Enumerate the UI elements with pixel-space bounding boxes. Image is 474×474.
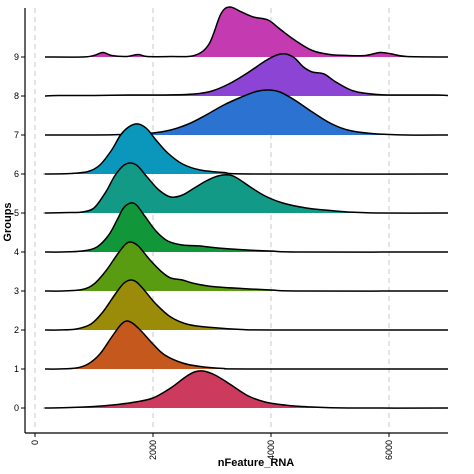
axes	[24, 8, 448, 434]
ridge-group-8	[44, 53, 449, 97]
ridge-group-0	[43, 370, 449, 409]
x-axis-title: nFeature_RNA	[218, 457, 294, 469]
ridge-outline-3	[44, 241, 449, 292]
y-tick-label: 0	[14, 403, 19, 413]
ridge-group-9	[44, 6, 449, 58]
ridge-group-2	[44, 279, 449, 331]
y-tick-label: 8	[14, 91, 19, 101]
y-tick-label: 6	[14, 169, 19, 179]
y-tick-label: 9	[14, 52, 19, 62]
y-tick-label: 5	[14, 208, 19, 218]
x-tick-label: 2000	[148, 440, 158, 460]
ridge-fill-9	[45, 6, 448, 58]
y-tick-label: 3	[14, 286, 19, 296]
ridge-fill-0	[44, 370, 449, 409]
ridge-outline-1	[44, 320, 449, 370]
ridge-fill-6	[44, 123, 449, 175]
x-ticks: 0 2000 4000 6000	[30, 433, 394, 460]
y-tick-label: 7	[14, 130, 19, 140]
ridge-outline-0	[43, 370, 449, 409]
y-tick-label: 4	[14, 247, 19, 257]
ridge-group-6	[43, 123, 449, 175]
ridges	[43, 6, 449, 409]
ridge-outline-6	[43, 123, 449, 175]
ridge-fill-1	[45, 320, 448, 370]
ridge-group-7	[44, 89, 449, 136]
ridge-group-4	[44, 202, 449, 253]
x-tick-label: 0	[30, 440, 40, 445]
y-tick-label: 2	[14, 325, 19, 335]
ridge-fill-8	[45, 53, 448, 96]
y-tick-label: 1	[14, 364, 19, 374]
ridge-fill-4	[45, 202, 448, 253]
ridge-outline-5	[43, 162, 449, 214]
ridge-outline-4	[44, 202, 449, 253]
ridge-outline-8	[44, 53, 449, 97]
ridge-group-5	[43, 162, 449, 214]
ridge-outline-9	[44, 6, 449, 58]
ridge-outline-7	[44, 89, 449, 136]
x-tick-label: 6000	[384, 440, 394, 460]
y-axis-title: Groups	[2, 202, 14, 241]
grid-lines	[34, 8, 390, 428]
ridge-group-1	[44, 320, 449, 370]
ridge-group-3	[44, 241, 449, 292]
y-ticks: 0 1 2 3 4 5 6 7 8 9	[14, 52, 25, 413]
ridge-fill-3	[45, 241, 448, 292]
ridge-outline-2	[44, 279, 449, 331]
ridge-fill-7	[45, 89, 448, 136]
x-tick-label: 4000	[266, 440, 276, 460]
